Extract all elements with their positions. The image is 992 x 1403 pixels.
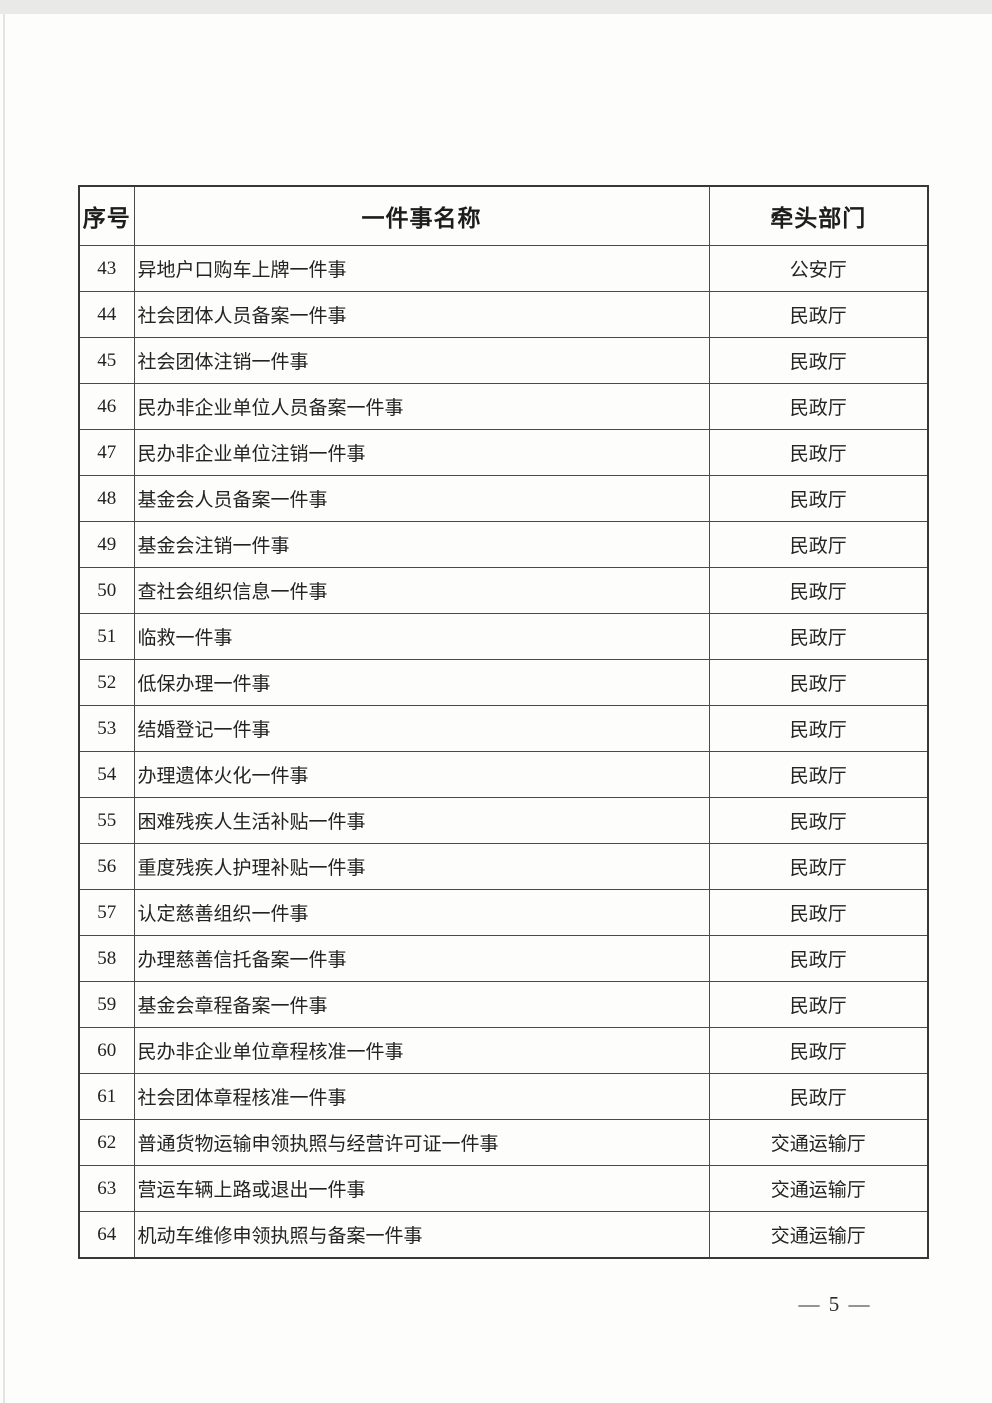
row-item-name: 社会团体人员备案一件事 [133,291,710,338]
row-lead-department: 民政厅 [708,843,929,890]
row-item-name: 临救一件事 [133,613,710,660]
row-item-name: 低保办理一件事 [133,659,710,706]
row-item-name: 营运车辆上路或退出一件事 [133,1165,710,1212]
row-lead-department: 民政厅 [708,981,929,1028]
row-item-name: 社会团体注销一件事 [133,337,710,384]
table-header: 序号 一件事名称 牵头部门 [78,185,929,246]
table-row: 56 重度残疾人护理补贴一件事 民政厅 [78,843,929,890]
row-serial-number: 48 [78,475,135,522]
row-lead-department: 公安厅 [708,245,929,292]
row-lead-department: 交通运输厅 [708,1211,929,1259]
row-lead-department: 民政厅 [708,567,929,614]
row-lead-department: 交通运输厅 [708,1165,929,1212]
row-serial-number: 59 [78,981,135,1028]
row-item-name: 办理慈善信托备案一件事 [133,935,710,982]
row-serial-number: 43 [78,245,135,292]
table-header-row: 序号 一件事名称 牵头部门 [78,185,929,246]
row-serial-number: 57 [78,889,135,936]
row-lead-department: 民政厅 [708,475,929,522]
row-item-name: 民办非企业单位人员备案一件事 [133,383,710,430]
table-row: 63 营运车辆上路或退出一件事 交通运输厅 [78,1165,929,1212]
row-serial-number: 63 [78,1165,135,1212]
row-serial-number: 46 [78,383,135,430]
row-serial-number: 55 [78,797,135,844]
row-lead-department: 民政厅 [708,751,929,798]
table-row: 55 困难残疾人生活补贴一件事 民政厅 [78,797,929,844]
row-lead-department: 交通运输厅 [708,1119,929,1166]
table-row: 64 机动车维修申领执照与备案一件事 交通运输厅 [78,1211,929,1259]
row-serial-number: 50 [78,567,135,614]
table-row: 57 认定慈善组织一件事 民政厅 [78,889,929,936]
row-serial-number: 60 [78,1027,135,1074]
table-row: 45 社会团体注销一件事 民政厅 [78,337,929,384]
row-serial-number: 47 [78,429,135,476]
row-item-name: 结婚登记一件事 [133,705,710,752]
header-item-name: 一件事名称 [133,185,710,246]
row-serial-number: 54 [78,751,135,798]
row-serial-number: 62 [78,1119,135,1166]
table-row: 51 临救一件事 民政厅 [78,613,929,660]
row-serial-number: 53 [78,705,135,752]
row-serial-number: 49 [78,521,135,568]
row-serial-number: 52 [78,659,135,706]
header-serial-number: 序号 [78,185,135,246]
row-lead-department: 民政厅 [708,291,929,338]
scan-left-edge [3,14,5,1403]
table-row: 54 办理遗体火化一件事 民政厅 [78,751,929,798]
table-row: 50 查社会组织信息一件事 民政厅 [78,567,929,614]
row-lead-department: 民政厅 [708,521,929,568]
row-lead-department: 民政厅 [708,337,929,384]
row-serial-number: 45 [78,337,135,384]
table-row: 52 低保办理一件事 民政厅 [78,659,929,706]
row-item-name: 认定慈善组织一件事 [133,889,710,936]
table-row: 43 异地户口购车上牌一件事 公安厅 [78,245,929,292]
table-body: 43 异地户口购车上牌一件事 公安厅 44 社会团体人员备案一件事 民政厅 45… [78,245,929,1259]
row-item-name: 机动车维修申领执照与备案一件事 [133,1211,710,1259]
scan-top-edge [0,0,992,14]
row-serial-number: 44 [78,291,135,338]
row-item-name: 查社会组织信息一件事 [133,567,710,614]
row-serial-number: 61 [78,1073,135,1120]
row-serial-number: 51 [78,613,135,660]
row-item-name: 普通货物运输申领执照与经营许可证一件事 [133,1119,710,1166]
row-lead-department: 民政厅 [708,935,929,982]
items-table: 序号 一件事名称 牵头部门 43 异地户口购车上牌一件事 公安厅 44 社会团体… [78,185,929,1259]
table-row: 49 基金会注销一件事 民政厅 [78,521,929,568]
header-lead-department: 牵头部门 [708,185,929,246]
table-row: 44 社会团体人员备案一件事 民政厅 [78,291,929,338]
table-row: 61 社会团体章程核准一件事 民政厅 [78,1073,929,1120]
row-lead-department: 民政厅 [708,659,929,706]
row-lead-department: 民政厅 [708,429,929,476]
row-serial-number: 56 [78,843,135,890]
row-lead-department: 民政厅 [708,889,929,936]
table-row: 62 普通货物运输申领执照与经营许可证一件事 交通运输厅 [78,1119,929,1166]
table-row: 60 民办非企业单位章程核准一件事 民政厅 [78,1027,929,1074]
row-lead-department: 民政厅 [708,705,929,752]
row-serial-number: 64 [78,1211,135,1259]
page-number: — 5 — [798,1292,872,1316]
table-row: 58 办理慈善信托备案一件事 民政厅 [78,935,929,982]
table-row: 48 基金会人员备案一件事 民政厅 [78,475,929,522]
row-item-name: 民办非企业单位章程核准一件事 [133,1027,710,1074]
row-item-name: 办理遗体火化一件事 [133,751,710,798]
row-lead-department: 民政厅 [708,1027,929,1074]
row-item-name: 困难残疾人生活补贴一件事 [133,797,710,844]
table-row: 59 基金会章程备案一件事 民政厅 [78,981,929,1028]
table-row: 53 结婚登记一件事 民政厅 [78,705,929,752]
row-lead-department: 民政厅 [708,383,929,430]
row-item-name: 异地户口购车上牌一件事 [133,245,710,292]
row-item-name: 重度残疾人护理补贴一件事 [133,843,710,890]
row-lead-department: 民政厅 [708,797,929,844]
row-serial-number: 58 [78,935,135,982]
row-item-name: 社会团体章程核准一件事 [133,1073,710,1120]
row-item-name: 民办非企业单位注销一件事 [133,429,710,476]
row-lead-department: 民政厅 [708,1073,929,1120]
table-row: 47 民办非企业单位注销一件事 民政厅 [78,429,929,476]
table-row: 46 民办非企业单位人员备案一件事 民政厅 [78,383,929,430]
row-item-name: 基金会章程备案一件事 [133,981,710,1028]
row-lead-department: 民政厅 [708,613,929,660]
row-item-name: 基金会人员备案一件事 [133,475,710,522]
row-item-name: 基金会注销一件事 [133,521,710,568]
